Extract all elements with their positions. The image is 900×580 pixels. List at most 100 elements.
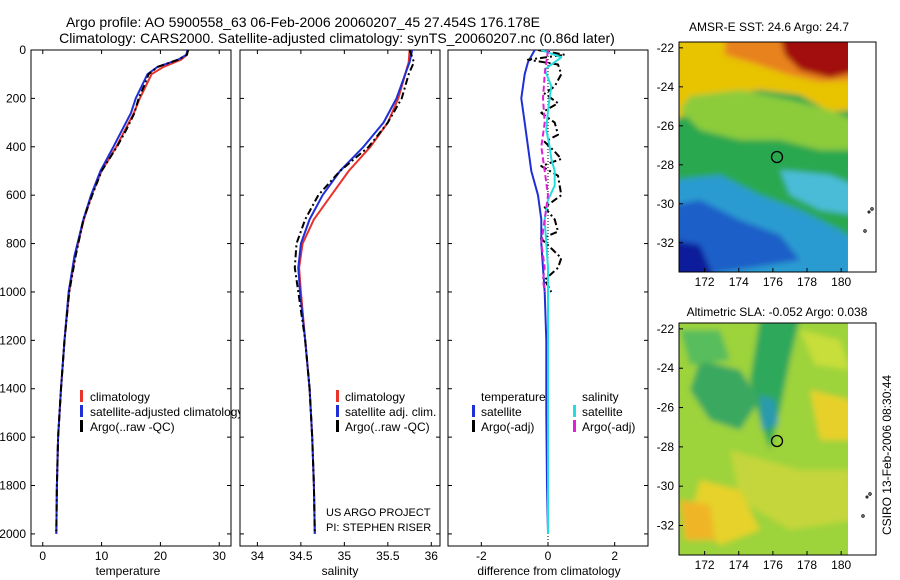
y-tick-label: 0 bbox=[19, 43, 26, 57]
difference-panel: -2 0 2 difference from climatology tempera… bbox=[447, 49, 649, 578]
y-tick-label: -28 bbox=[657, 158, 675, 172]
y-tick-label: -30 bbox=[657, 197, 675, 211]
x-tick-label: 0 bbox=[39, 549, 46, 563]
y-tick-label: 1000 bbox=[0, 285, 26, 299]
land-mask bbox=[848, 42, 876, 272]
y-tick-label: 1200 bbox=[0, 333, 26, 347]
legend-entry-temperature-argo: Argo(-adj) bbox=[481, 420, 534, 434]
y-tick-label: -28 bbox=[657, 440, 675, 454]
series-line-argo-raw-qc- bbox=[293, 50, 415, 534]
temperature-xlabel: temperature bbox=[96, 564, 161, 578]
sla-map-panel: Altimetric SLA: -0.052 Argo: 0.038 172 17… bbox=[657, 305, 877, 572]
temperature-panel: 0 10 20 30 0 200 400 600 800 1000 1200 1400 1600 1800… bbox=[0, 43, 243, 578]
sla-map-title: Altimetric SLA: -0.052 Argo: 0.038 bbox=[687, 305, 868, 319]
y-tick-label: -26 bbox=[657, 119, 675, 133]
x-tick-label: -2 bbox=[476, 549, 487, 563]
y-tick-label: 400 bbox=[6, 140, 26, 154]
legend-entry-salinity-argo: Argo(-adj) bbox=[582, 420, 635, 434]
y-tick-label: -26 bbox=[657, 401, 675, 415]
y-tick-label: -32 bbox=[657, 236, 675, 250]
sla-field bbox=[679, 323, 848, 555]
sst-map-title: AMSR-E SST: 24.6 Argo: 24.7 bbox=[689, 20, 849, 34]
x-tick-label: 0 bbox=[545, 549, 552, 563]
legend-heading-temperature: temperature bbox=[481, 390, 546, 404]
y-tick-label: -22 bbox=[657, 41, 675, 55]
x-tick-label: 180 bbox=[831, 275, 851, 289]
series-line-temperature-argo-adj- bbox=[527, 50, 566, 293]
legend-entry-climatology: climatology bbox=[90, 390, 150, 404]
x-tick-label: 36 bbox=[425, 549, 439, 563]
series-line-salinity-argo-adj- bbox=[540, 50, 549, 293]
legend-swatch-salinity-satellite bbox=[573, 405, 576, 417]
credit-pi: PI: STEPHEN RISER bbox=[326, 522, 431, 534]
legend-swatch-salinity-argo bbox=[573, 420, 576, 432]
y-tick-label: -32 bbox=[657, 519, 675, 533]
x-tick-label: 20 bbox=[154, 549, 168, 563]
x-tick-label: 176 bbox=[763, 275, 783, 289]
sst-field bbox=[679, 42, 848, 272]
difference-legend: temperature satellite Argo(-adj) salinit… bbox=[472, 390, 635, 434]
legend-entry-argo: Argo(..raw -QC) bbox=[345, 420, 430, 434]
y-tick-label: 2000 bbox=[0, 527, 26, 541]
credit-project: US ARGO PROJECT bbox=[326, 507, 431, 519]
x-tick-label: 172 bbox=[695, 275, 715, 289]
legend-swatch-climatology bbox=[336, 390, 339, 402]
legend-entry-salinity-satellite: satellite bbox=[582, 405, 623, 419]
legend-swatch-temperature-satellite bbox=[472, 405, 475, 417]
x-tick-label: 178 bbox=[797, 558, 817, 572]
x-tick-label: 172 bbox=[695, 558, 715, 572]
x-tick-label: 34.5 bbox=[289, 549, 313, 563]
sst-map-panel: AMSR-E SST: 24.6 Argo: 24.7 172 174 176 178… bbox=[657, 20, 877, 289]
x-tick-label: 176 bbox=[763, 558, 783, 572]
series-line-argo-raw-qc- bbox=[55, 50, 190, 534]
x-tick-label: 35 bbox=[338, 549, 352, 563]
y-tick-label: 1600 bbox=[0, 430, 26, 444]
x-tick-label: 174 bbox=[729, 558, 749, 572]
x-tick-label: 34 bbox=[251, 549, 265, 563]
csiro-stamp: CSIRO 13-Feb-2006 08:30:44 bbox=[880, 375, 894, 535]
sla-map-frame bbox=[678, 322, 877, 556]
x-tick-label: 174 bbox=[729, 275, 749, 289]
legend-swatch-argo bbox=[336, 420, 339, 432]
legend-swatch-satellite bbox=[80, 405, 83, 417]
x-tick-label: 178 bbox=[797, 275, 817, 289]
legend-entry-climatology: climatology bbox=[345, 390, 405, 404]
argo-float-marker bbox=[770, 434, 784, 448]
y-tick-label: -22 bbox=[657, 322, 675, 336]
legend-entry-argo: Argo(..raw -QC) bbox=[90, 420, 175, 434]
y-tick-label: 200 bbox=[6, 91, 26, 105]
y-tick-label: 600 bbox=[6, 188, 26, 202]
y-tick-label: -30 bbox=[657, 479, 675, 493]
legend-heading-salinity: salinity bbox=[582, 390, 619, 404]
legend-entry-temperature-satellite: satellite bbox=[481, 405, 522, 419]
x-tick-label: 35.5 bbox=[376, 549, 400, 563]
series-line-salinity-satellite bbox=[540, 50, 563, 534]
legend-entry-satellite: satellite-adjusted climatology bbox=[90, 405, 243, 419]
figure-title-line1: Argo profile: AO 5900558_63 06-Feb-2006 … bbox=[66, 14, 540, 30]
legend-entry-satellite: satellite adj. clim. bbox=[345, 405, 436, 419]
series-line-temperature-satellite bbox=[520, 50, 549, 534]
y-tick-label: 1400 bbox=[0, 382, 26, 396]
x-tick-label: 30 bbox=[213, 549, 227, 563]
argo-float-marker bbox=[770, 150, 784, 164]
legend-swatch-satellite bbox=[336, 405, 339, 417]
y-tick-label: 800 bbox=[6, 237, 26, 251]
figure-title-line2: Climatology: CARS2000. Satellite-adjuste… bbox=[59, 30, 615, 46]
difference-xlabel: difference from climatology bbox=[477, 564, 620, 578]
salinity-panel: 34 34.5 35 35.5 36 salinity climatology sate… bbox=[239, 49, 441, 578]
y-tick-label: -24 bbox=[657, 80, 675, 94]
legend-swatch-temperature-argo bbox=[472, 420, 475, 432]
y-tick-label: -24 bbox=[657, 361, 675, 375]
x-tick-label: 2 bbox=[611, 549, 618, 563]
y-tick-label: 1800 bbox=[0, 479, 26, 493]
sst-map-frame bbox=[678, 41, 877, 273]
salinity-legend: climatology satellite adj. clim. Argo(..… bbox=[336, 390, 436, 434]
x-tick-label: 180 bbox=[831, 558, 851, 572]
salinity-xlabel: salinity bbox=[322, 564, 359, 578]
temperature-legend: climatology satellite-adjusted climatolo… bbox=[80, 390, 243, 434]
land-mask bbox=[848, 323, 876, 555]
x-tick-label: 10 bbox=[95, 549, 109, 563]
legend-swatch-argo bbox=[80, 420, 83, 432]
legend-swatch-climatology bbox=[80, 390, 83, 402]
